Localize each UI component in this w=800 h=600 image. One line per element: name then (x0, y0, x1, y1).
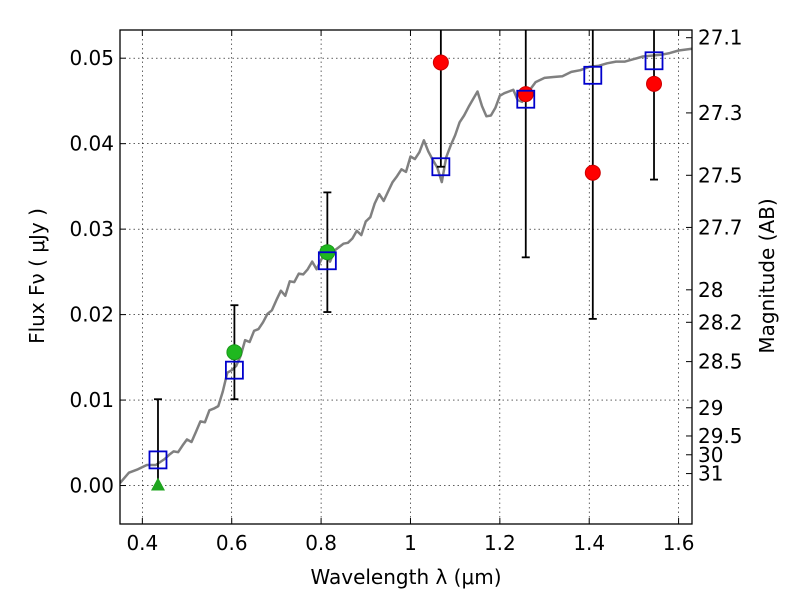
y2-tick-label: 28.5 (698, 350, 743, 374)
y2-tick-label: 27.5 (698, 163, 743, 187)
y-tick-label: 0.03 (69, 217, 114, 241)
observed-point (432, 54, 449, 71)
y-tick-label: 0.01 (69, 388, 114, 412)
x-tick-label: 1 (404, 531, 417, 555)
y2-tick-label: 28.2 (698, 310, 743, 334)
model-spectrum-line (120, 47, 692, 484)
y2-tick-label: 27.3 (698, 101, 743, 125)
y2-axis-label: Magnitude (AB) (755, 198, 779, 353)
x-tick-label: 0.8 (305, 531, 337, 555)
y2-tick-label: 29 (698, 396, 723, 420)
x-tick-label: 1.4 (573, 531, 605, 555)
upper-limit-triangle (150, 477, 165, 491)
x-tick-label: 0.6 (216, 531, 248, 555)
axes: 0.4 0.6 0.8 1 1.2 1.4 1.6 0.00 0.01 0.02 0.03 0.04 0… (69, 26, 742, 555)
y-axis-label: Flux Fν ( μJy ) (25, 208, 49, 344)
model-photometry-square (317, 251, 337, 271)
y-tick-label: 0.05 (69, 46, 114, 70)
y-tick-label: 0.04 (69, 132, 114, 156)
x-tick-label: 0.4 (126, 531, 158, 555)
model-photometry-square (644, 51, 664, 71)
y2-tick-label: 27.1 (698, 26, 743, 50)
model-photometry-square (431, 157, 451, 177)
detected-point (226, 344, 243, 361)
y2-tick-label: 28 (698, 278, 723, 302)
plot-frame (119, 29, 693, 525)
y2-tick-label: 31 (698, 462, 723, 486)
x-tick-label: 1.2 (484, 531, 516, 555)
observed-point (646, 75, 663, 92)
y2-tick-label: 27.7 (698, 215, 743, 239)
observed-point (584, 164, 601, 181)
marker-layer (148, 51, 664, 491)
x-axis-label: Wavelength λ (μm) (310, 565, 501, 589)
model-photometry-square (148, 450, 168, 470)
y-tick-label: 0.02 (69, 303, 114, 327)
observed-point (517, 86, 534, 103)
model-photometry-square (583, 65, 603, 85)
model-photometry-square (224, 360, 244, 380)
x-tick-label: 1.6 (663, 531, 695, 555)
y2-tick-label: 29.5 (698, 424, 743, 448)
model-photometry-square (516, 89, 536, 109)
y-tick-label: 0.00 (69, 474, 114, 498)
grid (120, 30, 692, 524)
y2-tick-label: 30 (698, 443, 723, 467)
